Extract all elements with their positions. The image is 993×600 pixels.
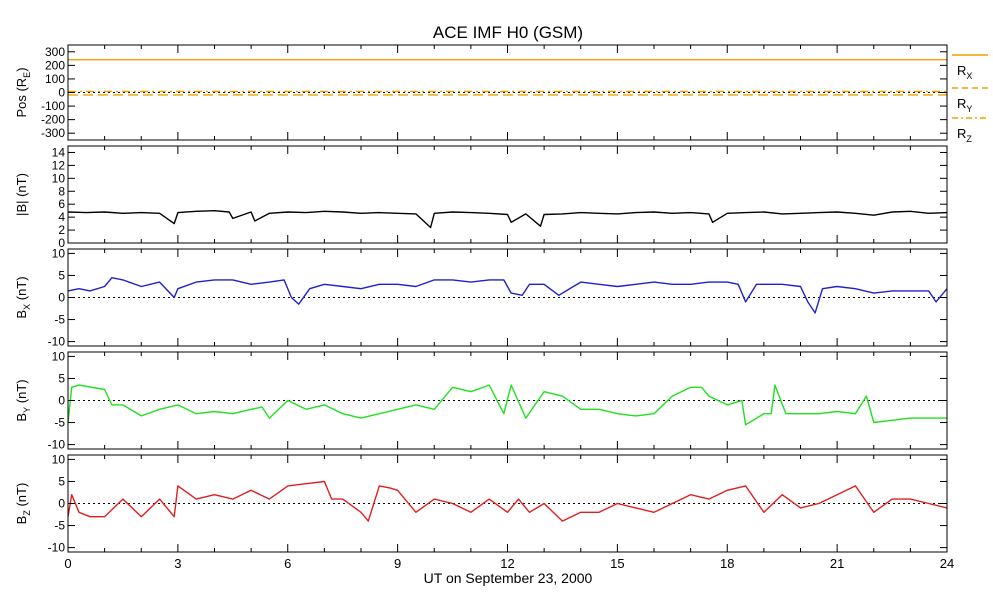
y-tick-label: 300 [45, 45, 65, 59]
x-tick-label: 12 [500, 556, 514, 571]
y-tick-label: -300 [41, 126, 65, 140]
series-by-0 [67, 384, 947, 426]
y-tick-label: 0 [58, 236, 65, 250]
chart-title: ACE IMF H0 (GSM) [433, 23, 583, 42]
x-tick-labels: 0 3 6 9 12 15 18 21 24 [64, 556, 954, 571]
x-tick-label: 0 [64, 556, 71, 571]
y-tick-label: 4 [58, 210, 65, 224]
y-tick-label: 10 [52, 349, 66, 363]
y-tick-label: -5 [54, 519, 65, 533]
x-tick-label: 24 [940, 556, 954, 571]
y-tick-label: 0 [58, 497, 65, 511]
y-tick-label: -5 [54, 313, 65, 327]
y-tick-label: 200 [45, 58, 65, 72]
legend-label-z: RZ [957, 126, 972, 144]
y-tick-label: 6 [58, 197, 65, 211]
x-axis-label: UT on September 23, 2000 [424, 570, 593, 586]
y-tick-label: 100 [45, 72, 65, 86]
x-tick-label: 21 [830, 556, 844, 571]
y-tick-label: 0 [58, 86, 65, 100]
y-tick-label: -200 [41, 113, 65, 127]
y-tick-label: 0 [58, 291, 65, 305]
y-tick-label: -100 [41, 99, 65, 113]
y-tick-label: -10 [48, 335, 66, 349]
y-tick-label: 0 [58, 394, 65, 408]
y-tick-label: 2 [58, 223, 65, 237]
y-tick-label: 10 [52, 452, 66, 466]
y-tick-label: -10 [48, 541, 66, 555]
x-tick-label: 15 [610, 556, 624, 571]
y-tick-label: 8 [58, 184, 65, 198]
y-axis-label-by: BY (nT) [14, 379, 32, 421]
y-tick-label: 10 [52, 171, 66, 185]
y-tick-label: 12 [52, 158, 66, 172]
y-axis-label-bz: BZ (nT) [14, 483, 32, 525]
y-axis-label-bx: BX (nT) [14, 276, 32, 318]
y-tick-label: -5 [54, 416, 65, 430]
legend-label-y: RY [957, 96, 972, 114]
y-axis-label-bmag: |B| (nT) [14, 173, 29, 216]
y-tick-label: 5 [58, 268, 65, 282]
panel-bx: 10 5 0 -5 -10 BX (nT) [14, 246, 948, 349]
y-tick-label: 5 [58, 474, 65, 488]
y-axis-label-pos: Pos (RE) [14, 67, 32, 117]
x-tick-label: 18 [720, 556, 734, 571]
x-tick-label: 3 [174, 556, 181, 571]
panel-bz: 10 5 0 -5 -10 BZ (nT) [14, 452, 948, 555]
series-bmag-0 [67, 209, 948, 229]
panel-frame [67, 145, 948, 244]
y-tick-label: -10 [48, 438, 66, 452]
series-bx-0 [67, 277, 948, 314]
y-tick-label: 5 [58, 371, 65, 385]
x-tick-label: 9 [394, 556, 401, 571]
panel-by: 10 5 0 -5 -10 BY (nT) [14, 349, 948, 452]
legend-label-x: RX [957, 63, 972, 81]
series-bz-0 [67, 480, 948, 522]
y-tick-label: 10 [52, 246, 66, 260]
x-tick-label: 6 [284, 556, 291, 571]
y-tick-label: 14 [52, 145, 66, 159]
